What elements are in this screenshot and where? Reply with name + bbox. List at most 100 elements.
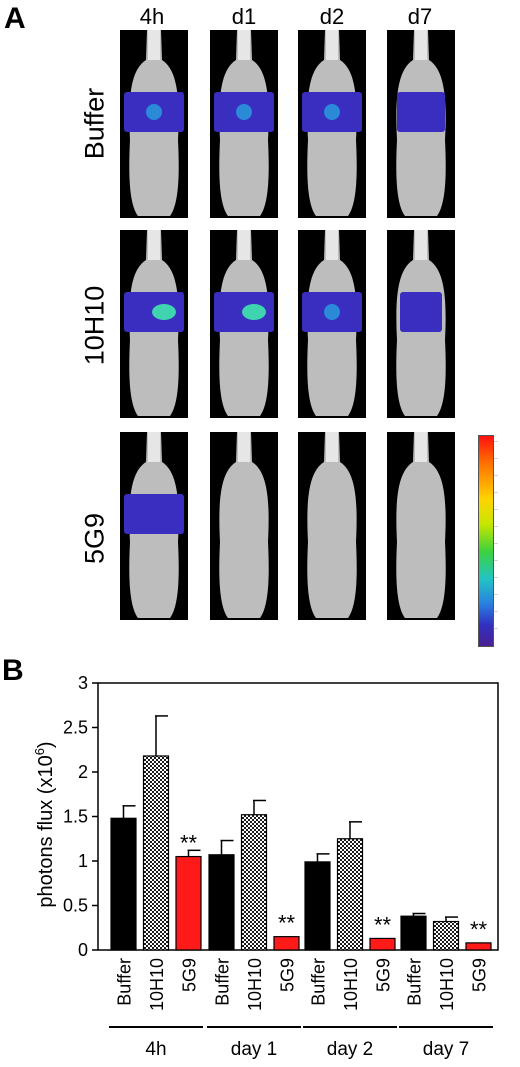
x-tick-label: 10H10 (341, 958, 361, 1011)
bar-4h-buffer (110, 817, 137, 951)
timepoint-header-d2: d2 (319, 4, 345, 29)
color-scale-tick: — (494, 523, 498, 528)
bar-4h-5g9 (175, 855, 202, 951)
mouse-image-5g9-d7 (387, 432, 455, 620)
nose-cone (238, 30, 250, 60)
significance-marker: ** (180, 831, 198, 856)
y-tick-label: 2 (78, 762, 88, 782)
x-tick-label: 10H10 (437, 958, 457, 1011)
nose-cone (148, 230, 160, 260)
mouse-image-10h10-4h (120, 230, 188, 418)
signal-hotspot (146, 104, 162, 120)
nose-cone (415, 230, 427, 260)
mouse-image-5g9-4h (120, 432, 188, 620)
nose-cone (326, 230, 338, 260)
bar-day-2-buffer (304, 861, 331, 951)
x-tick-label: 5G9 (470, 958, 490, 992)
mouse-body (396, 432, 446, 618)
color-scale-tick: — (494, 455, 498, 460)
x-tick-label: Buffer (405, 958, 425, 1006)
group-label: day 1 (231, 1039, 277, 1060)
luminescence-color-scale (478, 435, 494, 647)
bioluminescence-signal (397, 92, 445, 132)
panel-a-label: A (4, 2, 26, 35)
bar-day-1-10h10 (240, 814, 268, 951)
mouse-image-5g9-d1 (210, 432, 278, 620)
x-tick-label: 5G9 (374, 958, 394, 992)
color-scale-tick: — (494, 506, 498, 511)
y-tick-label: 1.5 (63, 807, 88, 827)
mouse-image-buffer-d1 (210, 30, 278, 218)
nose-cone (238, 230, 250, 260)
mouse-image-5g9-d2 (298, 432, 366, 620)
panel-b-label: B (2, 654, 24, 687)
mouse-image-10h10-d7 (387, 230, 455, 418)
x-tick-label: 5G9 (180, 958, 200, 992)
color-scale-tick: — (494, 472, 498, 477)
x-tick-label: Buffer (213, 958, 233, 1006)
y-tick-label: 0.5 (63, 896, 88, 916)
significance-marker: ** (278, 911, 296, 936)
mouse-image-10h10-d2 (298, 230, 366, 418)
nose-cone (326, 432, 338, 462)
signal-hotspot (152, 304, 176, 320)
x-tick-label: Buffer (115, 958, 135, 1006)
color-scale-tick: — (494, 489, 498, 494)
bar-day-1-buffer (208, 854, 235, 951)
bar-day-7-5g9 (465, 942, 492, 951)
signal-hotspot (324, 104, 340, 120)
color-scale-tick: — (494, 438, 498, 443)
group-label: day 2 (327, 1039, 373, 1060)
y-axis-label: photons flux (x106) (32, 741, 57, 907)
group-label-buffer: Buffer (79, 87, 110, 160)
mouse-body (219, 432, 269, 618)
timepoint-header-d7: d7 (407, 4, 433, 29)
bar-4h-10h10 (142, 755, 170, 951)
y-tick-label: 3 (78, 673, 88, 693)
color-scale-ticks: — — — — — — — — — — — — (494, 435, 516, 645)
signal-hotspot (324, 304, 340, 320)
signal-hotspot (242, 304, 266, 320)
x-tick-label: 5G9 (278, 958, 298, 992)
bar-chart: 0 0.5 1 1.5 2 2.5 3 photons flux (x106) Buffer 10… (32, 673, 499, 1060)
color-scale-tick: — (494, 625, 498, 630)
group-label: 4h (145, 1039, 166, 1060)
timepoint-header-d1: d1 (231, 4, 257, 29)
mouse-image-buffer-d2 (298, 30, 366, 218)
color-scale-tick: — (494, 540, 498, 545)
bioluminescence-signal (124, 494, 184, 534)
x-tick-label: Buffer (309, 958, 329, 1006)
y-tick-label: 2.5 (63, 718, 88, 738)
bar-day-1-5g9 (273, 936, 300, 951)
bar-day-7-buffer (400, 915, 427, 951)
group-label: day 7 (423, 1039, 469, 1060)
significance-marker: ** (470, 917, 488, 942)
significance-marker: ** (374, 912, 392, 937)
mouse-image-buffer-4h (120, 30, 188, 218)
bioluminescence-signal (400, 292, 442, 332)
nose-cone (148, 30, 160, 60)
bar-day-7-10h10 (432, 920, 460, 951)
mouse-image-buffer-d7 (387, 30, 455, 218)
color-scale-tick: — (494, 608, 498, 613)
mouse-image-10h10-d1 (210, 230, 278, 418)
nose-cone (326, 30, 338, 60)
color-scale-tick: — (494, 574, 498, 579)
x-tick-label: 10H10 (147, 958, 167, 1011)
group-label-5g9: 5G9 (79, 512, 110, 565)
y-tick-label: 0 (78, 940, 88, 960)
bar-day-2-5g9 (369, 937, 396, 951)
y-tick-label: 1 (78, 851, 88, 871)
x-tick-label: 10H10 (245, 958, 265, 1011)
mouse-body (307, 432, 357, 618)
nose-cone (238, 432, 250, 462)
color-scale-tick: — (494, 591, 498, 596)
nose-cone (415, 432, 427, 462)
group-label-10h10: 10H10 (79, 285, 110, 366)
nose-cone (415, 30, 427, 60)
color-scale-tick: — (494, 557, 498, 562)
timepoint-header-4h: 4h (139, 4, 165, 29)
bar-day-2-10h10 (336, 838, 364, 951)
nose-cone (148, 432, 160, 462)
signal-hotspot (236, 104, 252, 120)
